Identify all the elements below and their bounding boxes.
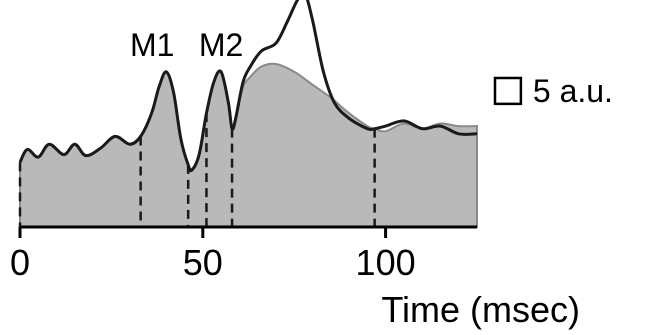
marker-lines xyxy=(18,113,376,227)
area-series xyxy=(19,62,478,228)
x-tick-label-1: 50 xyxy=(183,242,223,283)
x-axis: 0 50 100 Time (msec) xyxy=(10,225,580,330)
scale-box xyxy=(493,76,523,106)
peak-label-m1: M1 xyxy=(130,27,174,63)
plot-area xyxy=(18,0,478,228)
x-tick-label-0: 0 xyxy=(10,242,30,283)
x-tick-label-2: 100 xyxy=(356,242,416,283)
x-axis-title: Time (msec) xyxy=(381,289,580,330)
scale-bar-label: 5 a.u. xyxy=(533,73,613,109)
line-series xyxy=(18,0,478,173)
peak-label-m2: M2 xyxy=(199,27,243,63)
x-ticks: 0 50 100 xyxy=(10,227,416,283)
peak-labels: M1M2M3 xyxy=(130,27,243,63)
scale-bar: 5 a.u. xyxy=(493,73,613,109)
